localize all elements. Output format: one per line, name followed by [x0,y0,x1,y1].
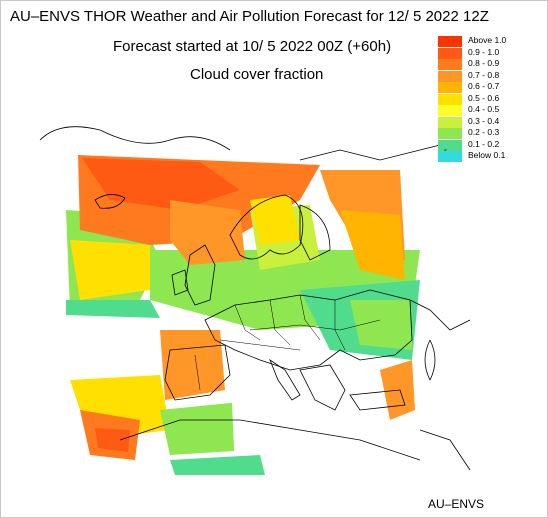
legend-label: 0.8 - 0.9 [468,58,500,68]
band-yellow-west [70,240,150,300]
legend-label: 0.5 - 0.6 [468,92,500,103]
legend-label: 0.4 - 0.5 [468,104,500,114]
gap-atlantic-teal-edge [66,300,160,318]
legend-swatch [438,59,462,71]
map-title: AU–ENVS THOR Weather and Air Pollution F… [10,8,489,25]
legend-swatch [438,105,462,117]
band-mid-east [340,210,405,280]
coast-arabia [419,429,471,471]
coast-ireland [171,269,189,296]
legend-swatch [438,36,462,48]
legend-swatch [438,116,462,129]
legend-swatch: ° [438,149,462,163]
legend-label: 0.1 - 0.2 [468,138,500,149]
coast-east [409,299,471,331]
band-ne-green [350,300,412,350]
coast-africa [119,419,421,461]
legend-label: 0.6 - 0.7 [468,81,500,91]
legend-mark: ° [444,149,447,156]
coast-balkans [299,364,346,411]
coast-turkey [349,389,406,411]
footer-credit: AU–ENVS [428,497,485,511]
legend-label: 0.2 - 0.3 [468,127,500,137]
legend-swatch [438,82,462,94]
legend-swatch [438,139,462,152]
band-yellow-scand [250,195,300,245]
coastlines [39,126,471,471]
legend-swatch [438,93,462,106]
coast-greenland [39,126,231,151]
legend-swatch [438,128,462,140]
legend-label: Below 0.1 [468,150,506,160]
coast-finland [299,204,331,261]
coast-iceland [94,194,126,209]
gap-atlantic [66,310,175,380]
coast-russia-north [299,139,461,161]
band-sw-red [95,428,130,452]
forecast-start: Forecast started at 10/ 5 2022 00Z (+60h… [113,38,392,55]
band-vhigh-north [82,158,240,210]
borders [194,294,381,391]
band-south-speckle [170,455,265,475]
band-orange-uk [170,200,245,265]
legend-label: 0.3 - 0.4 [468,115,500,126]
coast-europe [204,289,413,371]
legend-swatch [438,47,462,60]
legend-item: ° Below 0.1 [438,149,538,163]
legend: Above 1.0 0.9 - 1.0 0.8 - 0.9 0.7 - 0.8 … [438,35,538,163]
legend-label: 0.7 - 0.8 [468,69,500,80]
band-iberia-orange [160,330,225,400]
coast-iberia [164,344,231,401]
coast-italy [269,358,301,401]
coast-scandinavia [229,194,304,260]
coast-uk [184,244,216,306]
coast-caspian [424,339,436,381]
legend-swatch [438,70,462,83]
legend-label: Above 1.0 [468,35,507,45]
cloud-field [66,155,430,475]
field-name: Cloud cover fraction [190,66,324,83]
gap-med [230,360,395,470]
legend-label: 0.9 - 1.0 [468,46,500,57]
